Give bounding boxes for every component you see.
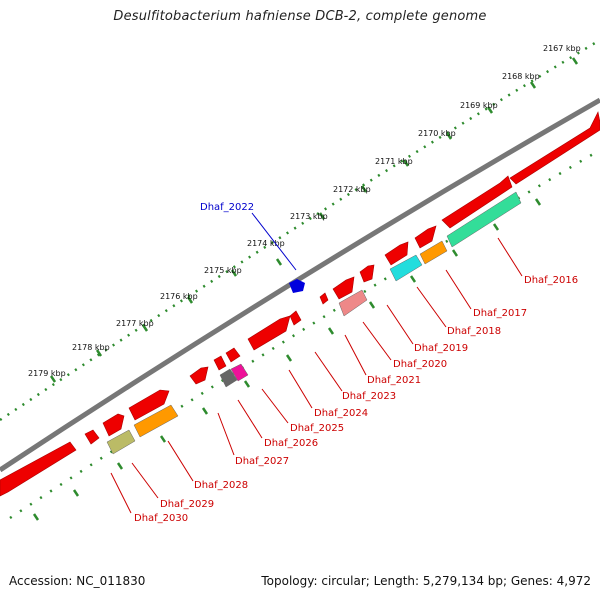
cog-box (446, 191, 522, 248)
accession-text: Accession: NC_011830 (9, 574, 146, 588)
kbp-label: 2168 kbp (502, 72, 540, 81)
kbp-label: 2170 kbp (418, 129, 456, 138)
map-title: Desulfitobacterium hafniense DCB-2, comp… (113, 9, 487, 24)
cog-box (230, 363, 249, 382)
gene-feature (332, 276, 355, 300)
cog-box (219, 368, 238, 388)
gene-feature (225, 347, 241, 363)
cog-boxes (106, 191, 522, 455)
outer-dotted-track (0, 38, 600, 422)
kbp-label: 2179 kbp (28, 369, 66, 378)
kbp-label: 2176 kbp (160, 292, 198, 301)
gene-label-dhaf-2021: Dhaf_2021 (367, 375, 421, 386)
cog-box (419, 240, 448, 265)
kbp-labels: 2167 kbp 2168 kbp 2169 kbp 2170 kbp 2171… (28, 44, 581, 378)
kbp-label: 2167 kbp (543, 44, 581, 53)
kbp-ticks (49, 57, 579, 383)
gene-feature (213, 355, 227, 371)
cog-box (106, 429, 136, 455)
gene-feature (247, 315, 291, 351)
gene-label-dhaf-2016: Dhaf_2016 (524, 275, 578, 286)
gene-feature (289, 310, 302, 326)
gene-label-dhaf-2028: Dhaf_2028 (194, 480, 248, 491)
gene-label-dhaf-2026: Dhaf_2026 (264, 438, 318, 449)
kbp-label: 2174 kbp (247, 239, 285, 248)
gene-feature (509, 111, 600, 185)
gene-feature (384, 241, 409, 266)
gene-feature (0, 441, 77, 497)
gene-label-dhaf-2019: Dhaf_2019 (414, 343, 468, 354)
gene-feature (441, 175, 513, 229)
kbp-label: 2171 kbp (375, 157, 413, 166)
gene-label-dhaf-2030: Dhaf_2030 (134, 513, 188, 524)
gene-label-dhaf-2024: Dhaf_2024 (314, 408, 368, 419)
kbp-label: 2169 kbp (460, 101, 498, 110)
kbp-label: 2175 kbp (204, 266, 242, 275)
leader-lines (110, 237, 523, 514)
gene-feature (319, 292, 329, 305)
reverse-gene-dhaf-2022 (289, 279, 305, 293)
gene-label-dhaf-2020: Dhaf_2020 (393, 359, 447, 370)
genome-summary-text: Topology: circular; Length: 5,279,134 bp… (261, 574, 591, 588)
kbp-label: 2177 kbp (116, 319, 154, 328)
cog-box (389, 254, 423, 282)
gene-label-dhaf-2017: Dhaf_2017 (473, 308, 527, 319)
inner-ticks (32, 198, 542, 521)
gene-feature (102, 413, 125, 437)
gene-labels: Dhaf_2016 Dhaf_2017 Dhaf_2018 Dhaf_2019 … (134, 202, 578, 524)
gene-feature (359, 264, 375, 283)
gene-feature (128, 389, 170, 421)
gene-feature (84, 429, 100, 445)
gene-label-dhaf-2025: Dhaf_2025 (290, 423, 344, 434)
gene-label-dhaf-2023: Dhaf_2023 (342, 391, 396, 402)
gene-label-dhaf-2022: Dhaf_2022 (200, 202, 254, 213)
kbp-label: 2172 kbp (333, 185, 371, 194)
gene-label-dhaf-2029: Dhaf_2029 (160, 499, 214, 510)
kbp-label: 2173 kbp (290, 212, 328, 221)
cog-box (133, 404, 179, 438)
cds-track (0, 111, 600, 497)
leader-line-dhaf-2022 (251, 212, 297, 271)
backbone-ring (0, 97, 600, 473)
gene-label-dhaf-2027: Dhaf_2027 (235, 456, 289, 467)
gene-feature (189, 366, 209, 385)
gene-feature (414, 225, 437, 249)
cog-box (338, 289, 368, 317)
gene-label-dhaf-2018: Dhaf_2018 (447, 326, 501, 337)
kbp-label: 2178 kbp (72, 343, 110, 352)
